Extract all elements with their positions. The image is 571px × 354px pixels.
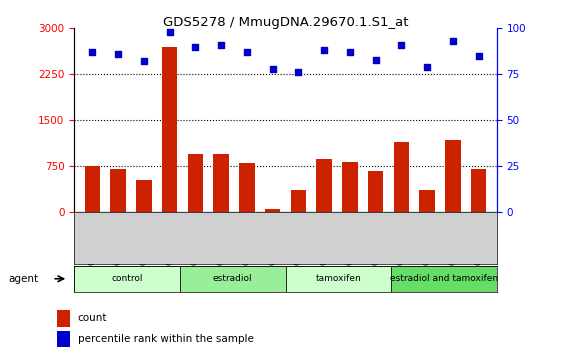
Point: [165, 29, 174, 35]
Bar: [180, 266, 286, 292]
Bar: [57, 331, 70, 347]
Point: [139, 59, 148, 64]
Bar: [136, 180, 151, 212]
Point: [397, 42, 406, 48]
Text: agent: agent: [9, 274, 39, 284]
Point: [216, 42, 226, 48]
Bar: [291, 190, 306, 212]
Text: count: count: [78, 314, 107, 324]
Text: GDS5278 / MmugDNA.29670.1.S1_at: GDS5278 / MmugDNA.29670.1.S1_at: [163, 16, 408, 29]
Point: [191, 44, 200, 50]
Bar: [162, 47, 177, 212]
Bar: [188, 154, 203, 212]
Point: [294, 70, 303, 75]
Bar: [265, 209, 280, 212]
Bar: [420, 190, 435, 212]
Text: tamoxifen: tamoxifen: [315, 274, 361, 283]
Bar: [316, 159, 332, 212]
Bar: [286, 266, 391, 292]
Point: [448, 38, 457, 44]
Bar: [239, 163, 255, 212]
Bar: [391, 266, 497, 292]
Text: estradiol: estradiol: [213, 274, 252, 283]
Bar: [214, 154, 229, 212]
Point: [371, 57, 380, 62]
Text: percentile rank within the sample: percentile rank within the sample: [78, 334, 254, 344]
Point: [423, 64, 432, 70]
Point: [345, 50, 355, 55]
Point: [268, 66, 277, 72]
Bar: [445, 140, 461, 212]
Text: estradiol and tamoxifen: estradiol and tamoxifen: [390, 274, 498, 283]
Bar: [342, 162, 357, 212]
Bar: [85, 166, 100, 212]
Bar: [74, 266, 180, 292]
Bar: [471, 170, 486, 212]
Point: [320, 47, 329, 53]
Point: [114, 51, 123, 57]
Point: [242, 50, 251, 55]
Bar: [110, 170, 126, 212]
Point: [474, 53, 483, 59]
Point: [88, 50, 97, 55]
Bar: [57, 310, 70, 326]
Text: control: control: [111, 274, 143, 283]
Bar: [368, 171, 383, 212]
Bar: [394, 142, 409, 212]
